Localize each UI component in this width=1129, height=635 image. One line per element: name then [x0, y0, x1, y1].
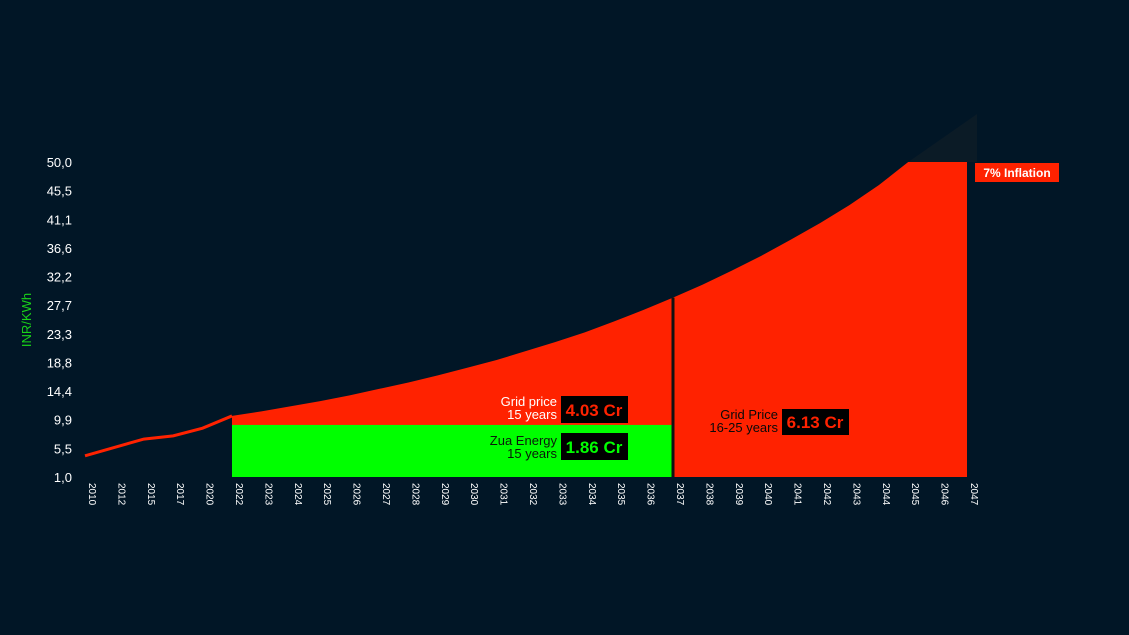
- x-tick-label: 2046: [939, 483, 950, 506]
- x-tick-label: 2015: [145, 483, 156, 506]
- historical-price-line: [84, 414, 233, 458]
- y-tick-label: 45,5: [47, 184, 72, 199]
- x-tick-label: 2022: [233, 483, 244, 506]
- x-tick-label: 2041: [792, 483, 803, 506]
- grid-price-area: [232, 162, 967, 477]
- x-tick-label: 2037: [674, 483, 685, 506]
- grid-price-15-annotation: Grid price 15 years 4.03 Cr: [501, 394, 628, 423]
- y-tick-label: 23,3: [47, 327, 72, 342]
- zua-energy-15-value: 1.86 Cr: [566, 438, 623, 457]
- grid-price-15-label-line1: Grid price: [501, 394, 557, 409]
- x-tick-label: 2030: [468, 483, 479, 506]
- y-tick-label: 27,7: [47, 298, 72, 313]
- x-tick-label: 2044: [880, 483, 891, 506]
- grid-price-15-label-line2: 15 years: [507, 407, 557, 422]
- zua-energy-15-label-line2: 15 years: [507, 446, 557, 461]
- x-tick-label: 2034: [586, 483, 597, 506]
- y-tick-label: 36,6: [47, 241, 72, 256]
- y-tick-label: 41,1: [47, 212, 72, 227]
- x-tick-label: 2029: [439, 483, 450, 506]
- x-tick-label: 2023: [262, 483, 273, 506]
- x-tick-label: 2031: [498, 483, 509, 506]
- x-tick-label: 2045: [909, 483, 920, 506]
- x-tick-label: 2010: [86, 483, 97, 506]
- grid-price-16-25-annotation: Grid Price 16-25 years 6.13 Cr: [709, 407, 849, 435]
- y-tick-label: 50,0: [47, 155, 72, 170]
- x-tick-label: 2032: [527, 483, 538, 506]
- x-tick-label: 2012: [115, 483, 126, 506]
- zua-energy-15-annotation: Zua Energy 15 years 1.86 Cr: [490, 433, 628, 461]
- y-tick-label: 32,2: [47, 270, 72, 285]
- x-axis-ticks: 2010 2012 2015 2017 2020 2022 2023 2024 2025 2026…: [86, 483, 979, 506]
- inflation-badge-text: 7% Inflation: [983, 166, 1050, 180]
- x-tick-label: 2038: [703, 483, 714, 506]
- grid-price-15-value: 4.03 Cr: [566, 401, 623, 420]
- y-tick-label: 9,9: [54, 413, 72, 428]
- grid-price-16-25-value-box: [782, 409, 849, 435]
- zua-energy-15-value-box: [561, 433, 628, 460]
- grid-price-15-value-box: [561, 396, 628, 423]
- x-tick-label: 2047: [968, 483, 979, 506]
- grid-price-16-25-label-line2: 16-25 years: [709, 420, 778, 435]
- x-tick-label: 2033: [556, 483, 567, 506]
- x-tick-label: 2017: [174, 483, 185, 506]
- x-tick-label: 2040: [762, 483, 773, 506]
- y-axis-ticks: 1,0 5,5 9,9 14,4 18,8 23,3 27,7 32,2 36,6 41,1 45,…: [47, 155, 72, 485]
- shadow-wedge: [908, 114, 977, 162]
- y-tick-label: 18,8: [47, 355, 72, 370]
- inflation-badge-box: [975, 163, 1059, 182]
- zua-energy-15-label-line1: Zua Energy: [490, 433, 558, 448]
- x-tick-label: 2020: [204, 483, 215, 506]
- y-axis-label: INR/KWh: [19, 293, 34, 347]
- x-tick-label: 2025: [321, 483, 332, 506]
- grid-price-16-25-value: 6.13 Cr: [787, 413, 844, 432]
- x-tick-label: 2026: [351, 483, 362, 506]
- x-tick-label: 2039: [733, 483, 744, 506]
- x-tick-label: 2036: [645, 483, 656, 506]
- x-tick-label: 2043: [850, 483, 861, 506]
- x-tick-label: 2027: [380, 483, 391, 506]
- x-tick-label: 2042: [821, 483, 832, 506]
- y-tick-label: 14,4: [47, 384, 72, 399]
- y-tick-label: 5,5: [54, 441, 72, 456]
- x-tick-label: 2028: [409, 483, 420, 506]
- x-tick-label: 2024: [292, 483, 303, 506]
- y-tick-label: 1,0: [54, 470, 72, 485]
- grid-price-16-25-label-line1: Grid Price: [720, 407, 778, 422]
- x-tick-label: 2035: [615, 483, 626, 506]
- inflation-badge: 7% Inflation: [975, 163, 1059, 182]
